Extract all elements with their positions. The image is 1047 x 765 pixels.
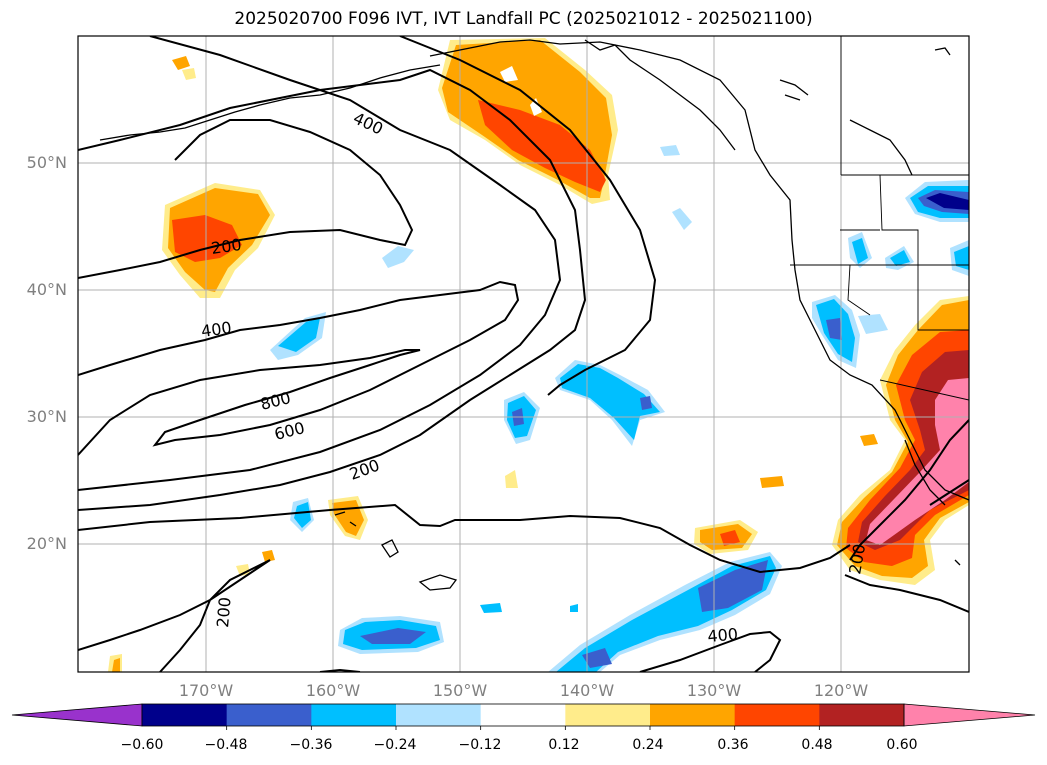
colorbar-extend-low: [11, 703, 143, 727]
colorbar-extend-high: [903, 703, 1036, 727]
colorbar: [11, 703, 1036, 730]
colorbar-tick-label: 0.36: [717, 737, 749, 753]
map-title: 2025020700 F096 IVT, IVT Landfall PC (20…: [234, 9, 813, 29]
country-borders: [790, 36, 969, 401]
colorbar-tick-label: 0.12: [548, 737, 580, 753]
lat-label-40n: 40°N: [26, 280, 67, 299]
lon-label-170w: 170°W: [178, 681, 234, 700]
positive-anomaly-small-patches: [108, 56, 878, 672]
colorbar-tick-label: −0.36: [289, 737, 333, 753]
colorbar-segment: [311, 704, 397, 726]
lon-label-150w: 150°W: [432, 681, 488, 700]
colorbar-tick-label: −0.60: [120, 737, 164, 753]
contour-label: 400: [707, 624, 739, 646]
lon-label-140w: 140°W: [559, 681, 615, 700]
contour-label: 200: [210, 235, 243, 258]
contour-label: 200: [213, 596, 235, 628]
colorbar-segment: [226, 704, 312, 726]
colorbar-segment: [142, 704, 228, 726]
colorbar-segment: [565, 704, 651, 726]
colorbar-segment: [480, 704, 566, 726]
colorbar-tick-label: −0.12: [458, 737, 502, 753]
positive-anomaly-central-pacific: [162, 183, 275, 298]
colorbar-segment: [734, 704, 820, 726]
lat-label-50n: 50°N: [26, 153, 67, 172]
colorbar-segment: [819, 704, 905, 726]
contour-labels: 400 200 400 800 600 200 200 200 400: [200, 108, 869, 646]
lon-label-120w: 120°W: [813, 681, 869, 700]
map-frame: [77, 35, 970, 673]
colorbar-frame: [141, 703, 905, 727]
colorbar-tick-label: 0.24: [632, 737, 664, 753]
colorbar-tick-label: −0.48: [204, 737, 248, 753]
contour-label: 400: [200, 318, 233, 341]
colorbar-tick-label: 0.48: [801, 737, 833, 753]
lat-label-30n: 30°N: [26, 407, 67, 426]
colorbar-segment: [650, 704, 736, 726]
colorbar-tick-label: −0.24: [373, 737, 417, 753]
lon-label-160w: 160°W: [305, 681, 361, 700]
lat-label-20n: 20°N: [26, 534, 67, 553]
colorbar-segment: [396, 704, 482, 726]
ivt-contours: [78, 36, 969, 672]
positive-anomaly-california-plume: [832, 296, 969, 585]
colorbar-tick-label: 0.60: [886, 737, 918, 753]
lon-label-130w: 130°W: [686, 681, 742, 700]
